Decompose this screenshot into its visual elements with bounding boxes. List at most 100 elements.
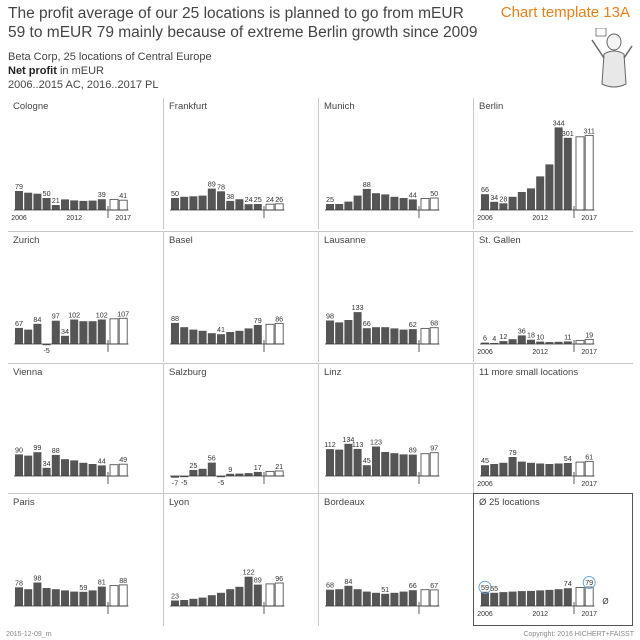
bar-2013 bbox=[235, 330, 244, 344]
data-label-2010: 97 bbox=[52, 312, 60, 321]
bar-2012 bbox=[381, 452, 390, 476]
bar-2016 bbox=[575, 461, 585, 477]
bar-2016 bbox=[575, 339, 585, 345]
data-label-2017: 86 bbox=[275, 314, 283, 323]
data-label-2006: 66 bbox=[481, 185, 489, 194]
bar-2007 bbox=[335, 449, 344, 476]
bar-2014 bbox=[244, 204, 253, 210]
bar-2009 bbox=[198, 597, 207, 606]
tick-label-2017: 2017 bbox=[581, 215, 597, 222]
panel-chart: 98 133 66 62 68 bbox=[325, 303, 440, 352]
tick-label-2017: 2017 bbox=[581, 349, 597, 356]
bar-2015 bbox=[563, 137, 572, 210]
data-label-2009: 133 bbox=[352, 303, 364, 312]
bar-2016 bbox=[109, 464, 119, 477]
bar-2008 bbox=[189, 598, 198, 606]
bar-2014 bbox=[88, 321, 97, 344]
bar-2011 bbox=[61, 590, 69, 606]
data-label-2010: 66 bbox=[363, 319, 371, 328]
bar-2006 bbox=[481, 591, 489, 606]
bar-2012 bbox=[70, 319, 79, 344]
panel-25-locations: Ø 25 locations 59 55 74 79 2006 2012 2017 Ø bbox=[473, 493, 633, 626]
bar-2012 bbox=[536, 463, 545, 476]
bar-2017 bbox=[429, 327, 439, 345]
data-label-2015: 89 bbox=[409, 446, 417, 455]
data-label-2016: 24 bbox=[266, 195, 274, 204]
bar-2010 bbox=[362, 591, 371, 606]
subtitle-period: 2006..2015 AC, 2016..2017 PL bbox=[8, 79, 159, 91]
data-label-2015: 17 bbox=[254, 463, 262, 472]
panel-title: Salzburg bbox=[169, 367, 207, 378]
bar-2011 bbox=[372, 327, 380, 344]
panel-bordeaux: Bordeaux 68 84 51 66 67 bbox=[318, 493, 474, 626]
bar-2008 bbox=[344, 585, 353, 606]
bar-2014 bbox=[399, 198, 408, 210]
bar-2008 bbox=[189, 329, 198, 344]
bar-2007 bbox=[24, 455, 33, 476]
bar-2007 bbox=[180, 600, 189, 606]
bar-2008 bbox=[189, 196, 198, 210]
panel-berlin: Berlin 66 34 28 344 301 311 2006 2012 2017 bbox=[473, 98, 633, 229]
bar-2012 bbox=[381, 194, 390, 210]
bar-2016 bbox=[420, 453, 430, 477]
data-label-2017: 97 bbox=[430, 444, 438, 453]
footer-copyright: Copyright: 2016 HICHERT+FAISST bbox=[523, 631, 634, 638]
bar-2012 bbox=[381, 327, 390, 344]
small-multiples-grid: Cologne 79 50 21 39 41 2006 2012 2017 Frankfurt 50… bbox=[8, 98, 636, 626]
bar-2011 bbox=[217, 191, 225, 210]
bar-2007 bbox=[490, 201, 499, 210]
data-label-2006: 68 bbox=[326, 581, 334, 590]
bar-2016 bbox=[575, 136, 585, 211]
bar-2013 bbox=[390, 592, 399, 606]
data-label-2017: 21 bbox=[275, 462, 283, 471]
bar-2008 bbox=[499, 341, 508, 344]
bar-2017 bbox=[274, 203, 284, 211]
data-label-2009: 79 bbox=[509, 448, 517, 457]
bar-2009 bbox=[198, 468, 207, 476]
bar-2017 bbox=[118, 199, 128, 211]
bar-2013 bbox=[79, 591, 88, 606]
data-label-2006: 98 bbox=[326, 312, 334, 321]
data-label-2017: 68 bbox=[430, 319, 438, 328]
bar-2017 bbox=[118, 317, 128, 345]
highlight-circle-2017 bbox=[582, 576, 596, 589]
data-label-2012: 51 bbox=[381, 585, 389, 594]
bar-2013 bbox=[79, 462, 88, 476]
bar-2015 bbox=[97, 199, 106, 210]
bar-2015 bbox=[253, 584, 262, 606]
panel-chart: 6 4 12 36 18 10 11 19 2006 2012 2017 bbox=[477, 326, 597, 356]
bar-2007 bbox=[24, 589, 33, 606]
bar-2012 bbox=[70, 460, 79, 476]
data-label-2014: 24 bbox=[245, 195, 253, 204]
data-label-2017: 67 bbox=[430, 581, 438, 590]
bar-2015 bbox=[563, 463, 572, 476]
data-label-2015: 102 bbox=[96, 311, 108, 320]
data-label-2008: 84 bbox=[344, 577, 352, 586]
panel-title: Lausanne bbox=[324, 235, 366, 246]
bar-2009 bbox=[508, 196, 517, 210]
data-label-2006: 79 bbox=[15, 182, 23, 191]
panel-chart: 88 41 79 86 bbox=[170, 314, 285, 352]
panel-chart: 45 79 54 61 2006 2017 bbox=[477, 448, 597, 488]
data-label-2017: 311 bbox=[583, 126, 594, 135]
bar-2015 bbox=[97, 319, 106, 344]
panel-11-more-small-locations: 11 more small locations 45 79 54 61 2006 2017 bbox=[473, 363, 633, 494]
data-label-2014: 344 bbox=[553, 118, 565, 127]
bar-2017 bbox=[584, 460, 594, 477]
bar-2011 bbox=[527, 590, 535, 606]
bar-2011 bbox=[527, 188, 535, 210]
bar-2014 bbox=[554, 127, 563, 210]
footer-date: 2015-12-09_m bbox=[6, 631, 52, 638]
bar-2014 bbox=[554, 341, 563, 344]
bar-2009 bbox=[353, 195, 362, 210]
bar-2011 bbox=[61, 335, 69, 344]
bar-2009 bbox=[42, 588, 51, 606]
data-label-2010: 21 bbox=[52, 196, 60, 205]
data-label-2012: 10 bbox=[536, 333, 544, 342]
data-label-2007: -5 bbox=[181, 478, 187, 487]
bar-2011 bbox=[217, 476, 225, 478]
bar-2016 bbox=[265, 323, 275, 345]
panel-cologne: Cologne 79 50 21 39 41 2006 2012 2017 bbox=[8, 98, 164, 229]
bar-2006 bbox=[15, 587, 23, 606]
panel-title: Frankfurt bbox=[169, 101, 208, 112]
